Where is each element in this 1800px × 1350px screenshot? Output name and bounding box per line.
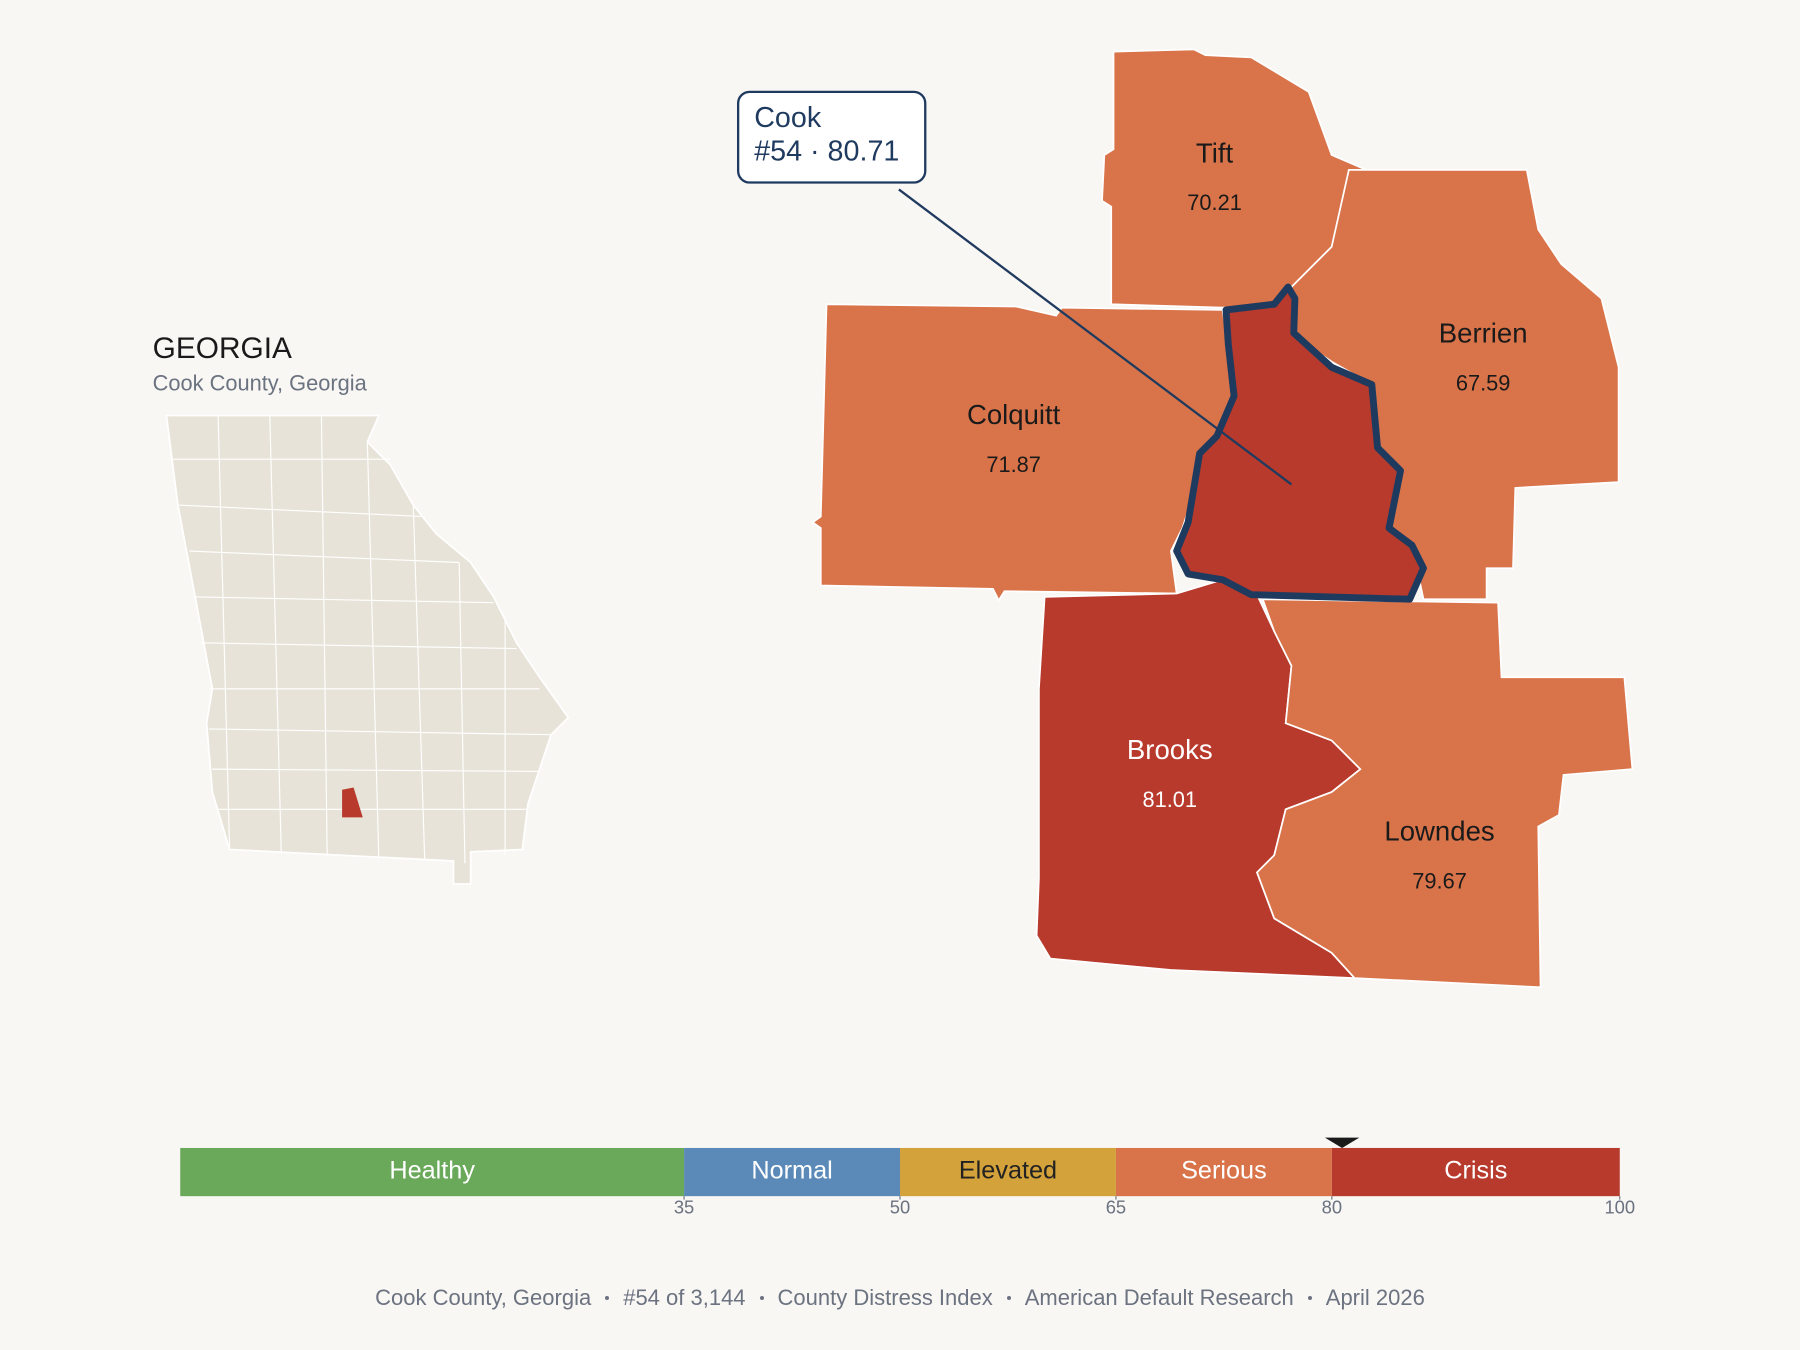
scale-band-label: Crisis [1444, 1157, 1507, 1185]
county-name: Lowndes [1384, 816, 1494, 847]
scale-band-label: Healthy [389, 1157, 475, 1185]
scale-tick-label: 100 [1604, 1197, 1635, 1218]
scale-band-label: Normal [751, 1157, 832, 1185]
footer-item: #54 of 3,144 [623, 1285, 746, 1310]
county-value: 79.67 [1412, 869, 1467, 894]
state-subtitle: Cook County, Georgia [153, 370, 368, 395]
county-value: 70.21 [1187, 190, 1242, 215]
scale-band-label: Elevated [959, 1157, 1057, 1185]
footer-item: American Default Research [1024, 1285, 1294, 1310]
scale-tick-label: 35 [674, 1197, 694, 1218]
scale-tick-label: 80 [1322, 1197, 1342, 1218]
footer-item: April 2026 [1325, 1285, 1425, 1310]
scale-marker [1324, 1137, 1360, 1148]
county-name: Colquitt [967, 399, 1061, 430]
footer-separator [1307, 1296, 1312, 1300]
footer-separator [759, 1296, 764, 1300]
callout-box [736, 90, 927, 184]
callout: Cook #54 · 80.71 [736, 90, 1293, 486]
scale-band [1331, 1147, 1620, 1197]
callout-label: #54 · 80.71 [754, 135, 899, 167]
footer-item: County Distress Index [777, 1285, 993, 1310]
state-title: GEORGIA [153, 332, 292, 365]
scale-band [1115, 1147, 1332, 1197]
county-value: 81.01 [1142, 787, 1197, 812]
county-name: Brooks [1127, 734, 1213, 765]
highlight-county [1173, 283, 1427, 603]
county-map: Tift 70.21 Berrien 67.59 Colquitt 71.87 Brooks… [811, 48, 1634, 989]
county-value: 67.59 [1456, 370, 1511, 395]
highlight-inset [342, 787, 363, 818]
scale-tick-label: 65 [1106, 1197, 1126, 1218]
scale-band-label: Serious [1181, 1157, 1267, 1185]
footer-separator [1006, 1296, 1011, 1300]
county-value: 71.87 [986, 452, 1041, 477]
scale-tick-label: 50 [890, 1197, 910, 1218]
state-inset [165, 414, 570, 885]
county [1256, 598, 1634, 989]
county-name: Berrien [1439, 317, 1528, 348]
scale-legend: Healthy Normal Elevated Serious Crisis 35 50 65… [180, 1137, 1635, 1218]
callout-name: Cook [754, 102, 822, 134]
scale-band [180, 1147, 685, 1197]
scale-band [684, 1147, 900, 1197]
footer: Cook County, Georgia #54 of 3,144 County D… [0, 1285, 1800, 1311]
callout-leader [898, 188, 1293, 486]
scale-band [900, 1147, 1116, 1197]
footer-separator [605, 1296, 610, 1300]
state-county-lines [172, 415, 552, 864]
state-outline [165, 414, 570, 885]
county-name: Tift [1196, 137, 1234, 168]
footer-item: Cook County, Georgia [375, 1285, 592, 1310]
